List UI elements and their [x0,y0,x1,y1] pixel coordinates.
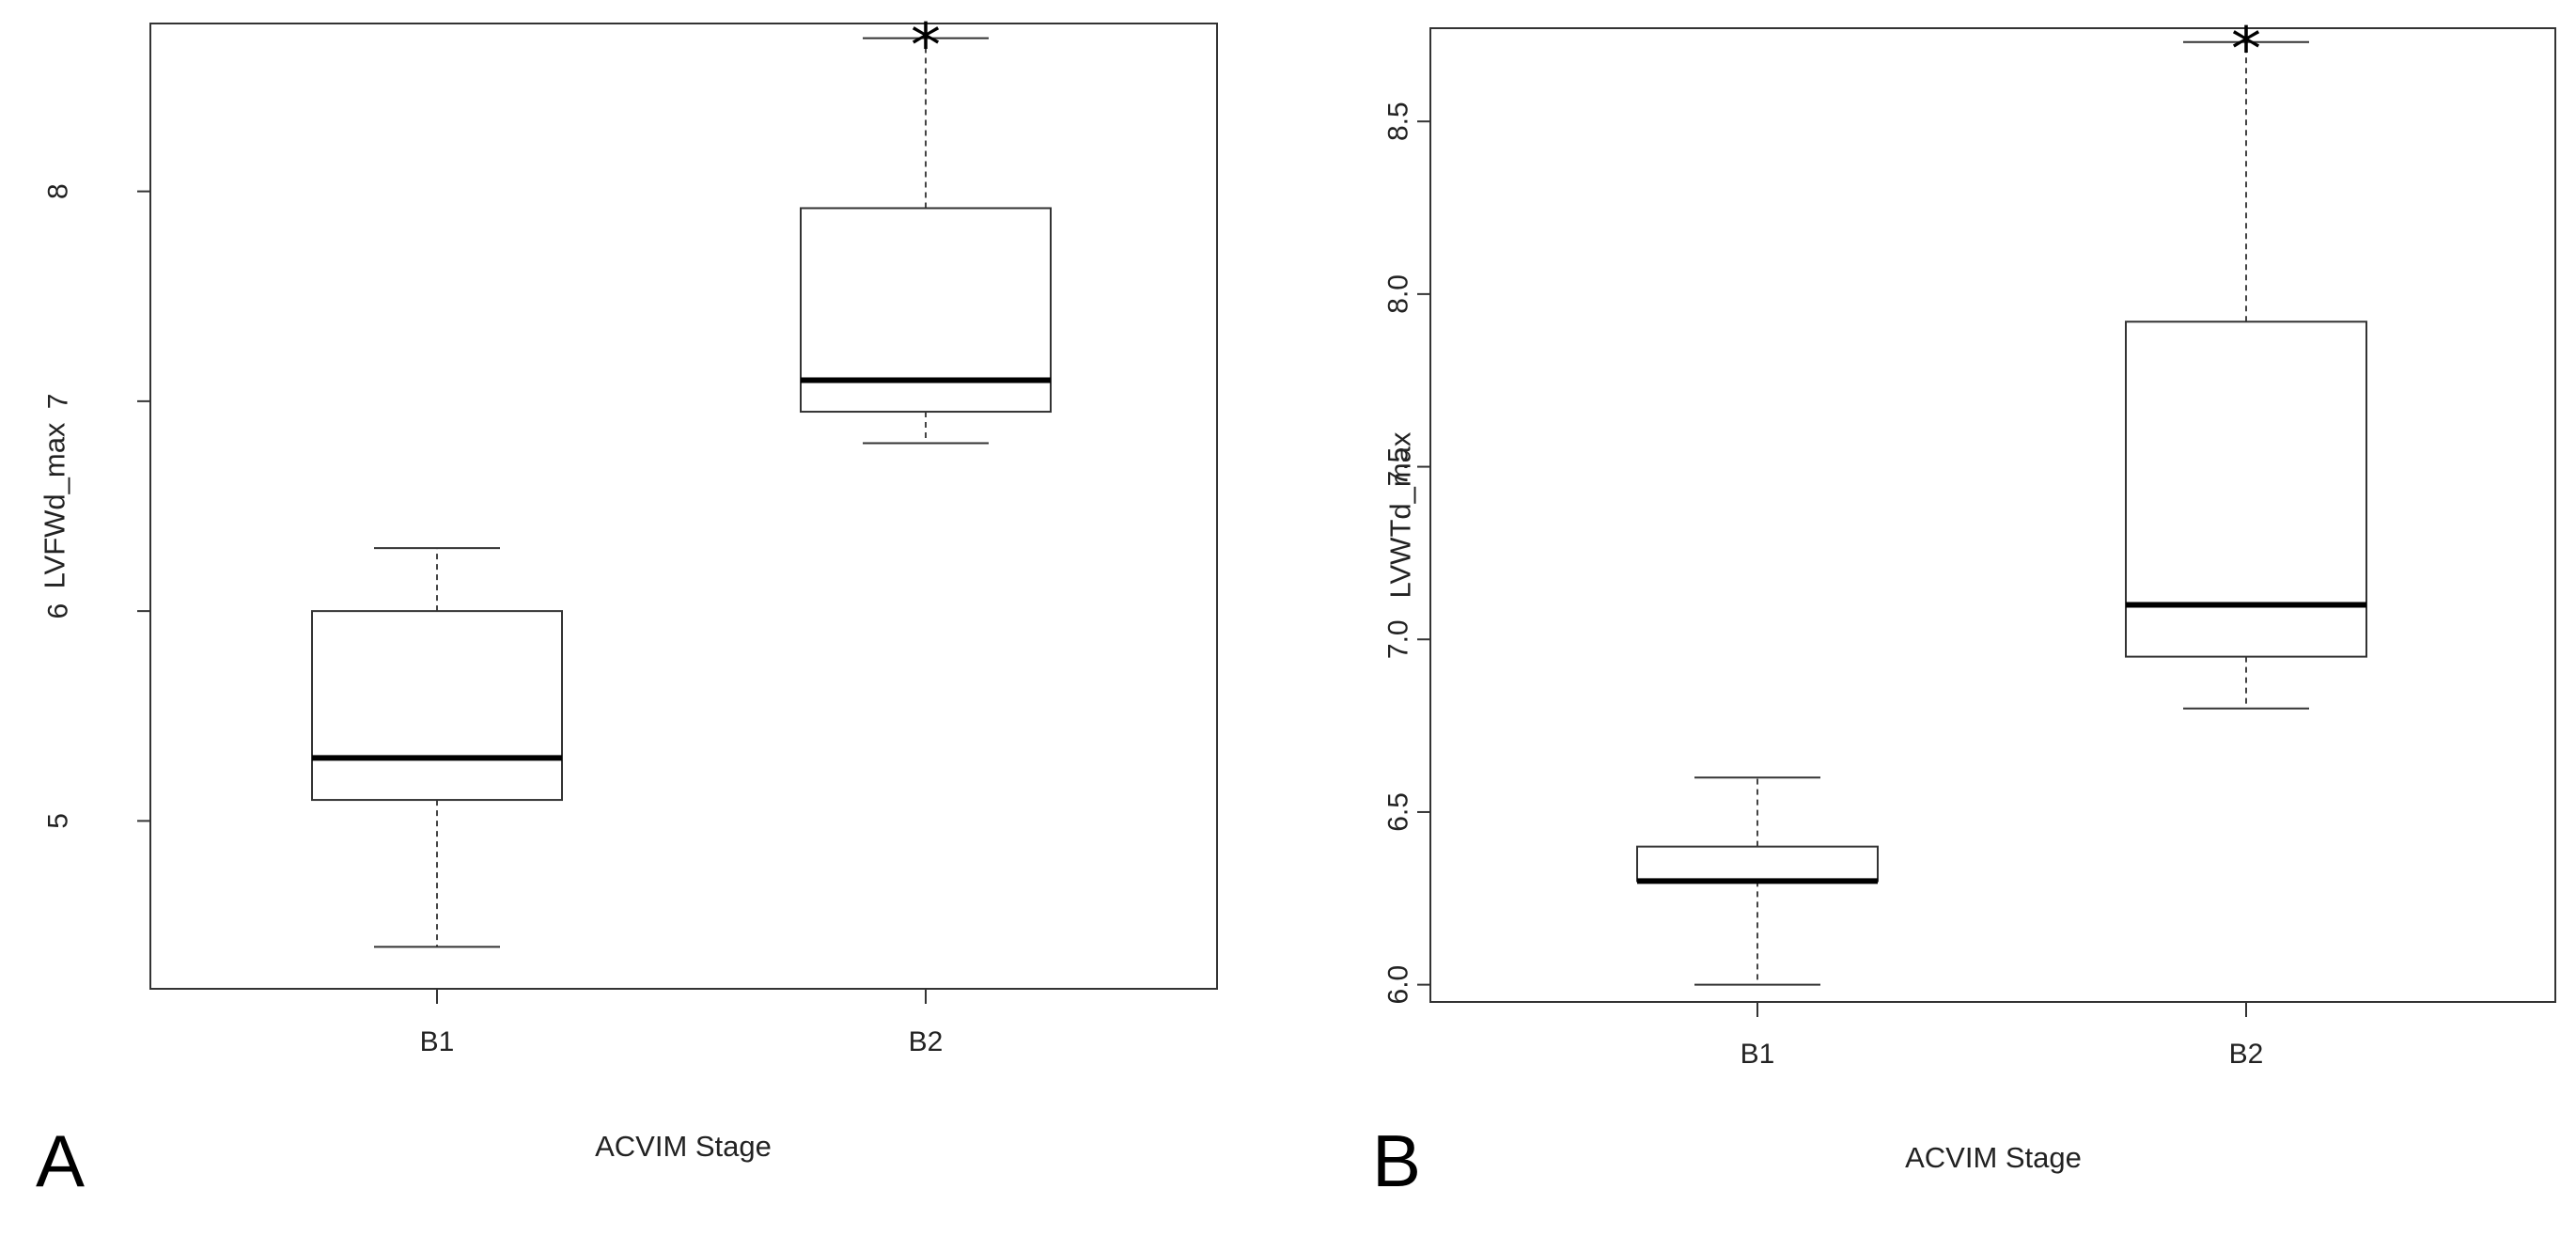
x-tick-label: B1 [1741,1039,1775,1070]
x-axis-title: ACVIM Stage [595,1130,772,1163]
x-axis-title: ACVIM Stage [1905,1141,2082,1174]
y-tick-label: 8 [43,183,74,199]
panel-letter: B [1372,1119,1421,1202]
panel-b: 6.0 6.5 7.0 7.5 8.0 8.5 B1 B2 * LVWTd_max ACVIM St… [1372,16,2556,1202]
x-tick-label: B1 [420,1026,455,1057]
panel-letter: A [36,1119,85,1202]
x-tick-label: B2 [2229,1039,2264,1070]
iqr-box [1636,845,1879,883]
plot-frame [1429,27,2556,1003]
iqr-box [311,610,563,802]
y-axis-title: LVFWd_max [39,422,71,588]
y-tick-label: 5 [43,813,74,829]
y-tick-label: 6.5 [1383,792,1414,832]
y-tick-label: 8.5 [1383,102,1414,141]
y-tick-label: 7 [43,394,74,410]
box-b2: * [2125,16,2367,710]
significance-asterisk: * [911,12,941,82]
significance-asterisk: * [2231,16,2261,86]
plot-frame [149,23,1218,990]
y-tick-label: 8.0 [1383,274,1414,314]
y-axis-title: LVWTd_max [1384,431,1417,598]
x-tick-label: B2 [909,1026,944,1057]
y-tick-label: 7.5 [1383,447,1414,487]
box-b2: * [800,12,1052,445]
y-tick-label: 7.0 [1383,619,1414,659]
panel-a: 5 6 7 8 B1 B2 * LVFWd_max ACVIM Stage A [36,12,1218,1202]
box-b1 [311,547,563,948]
y-tick-label: 6.0 [1383,965,1414,1005]
box-b1 [1636,776,1879,986]
iqr-box [2125,321,2367,658]
y-tick-label: 6 [43,603,74,619]
